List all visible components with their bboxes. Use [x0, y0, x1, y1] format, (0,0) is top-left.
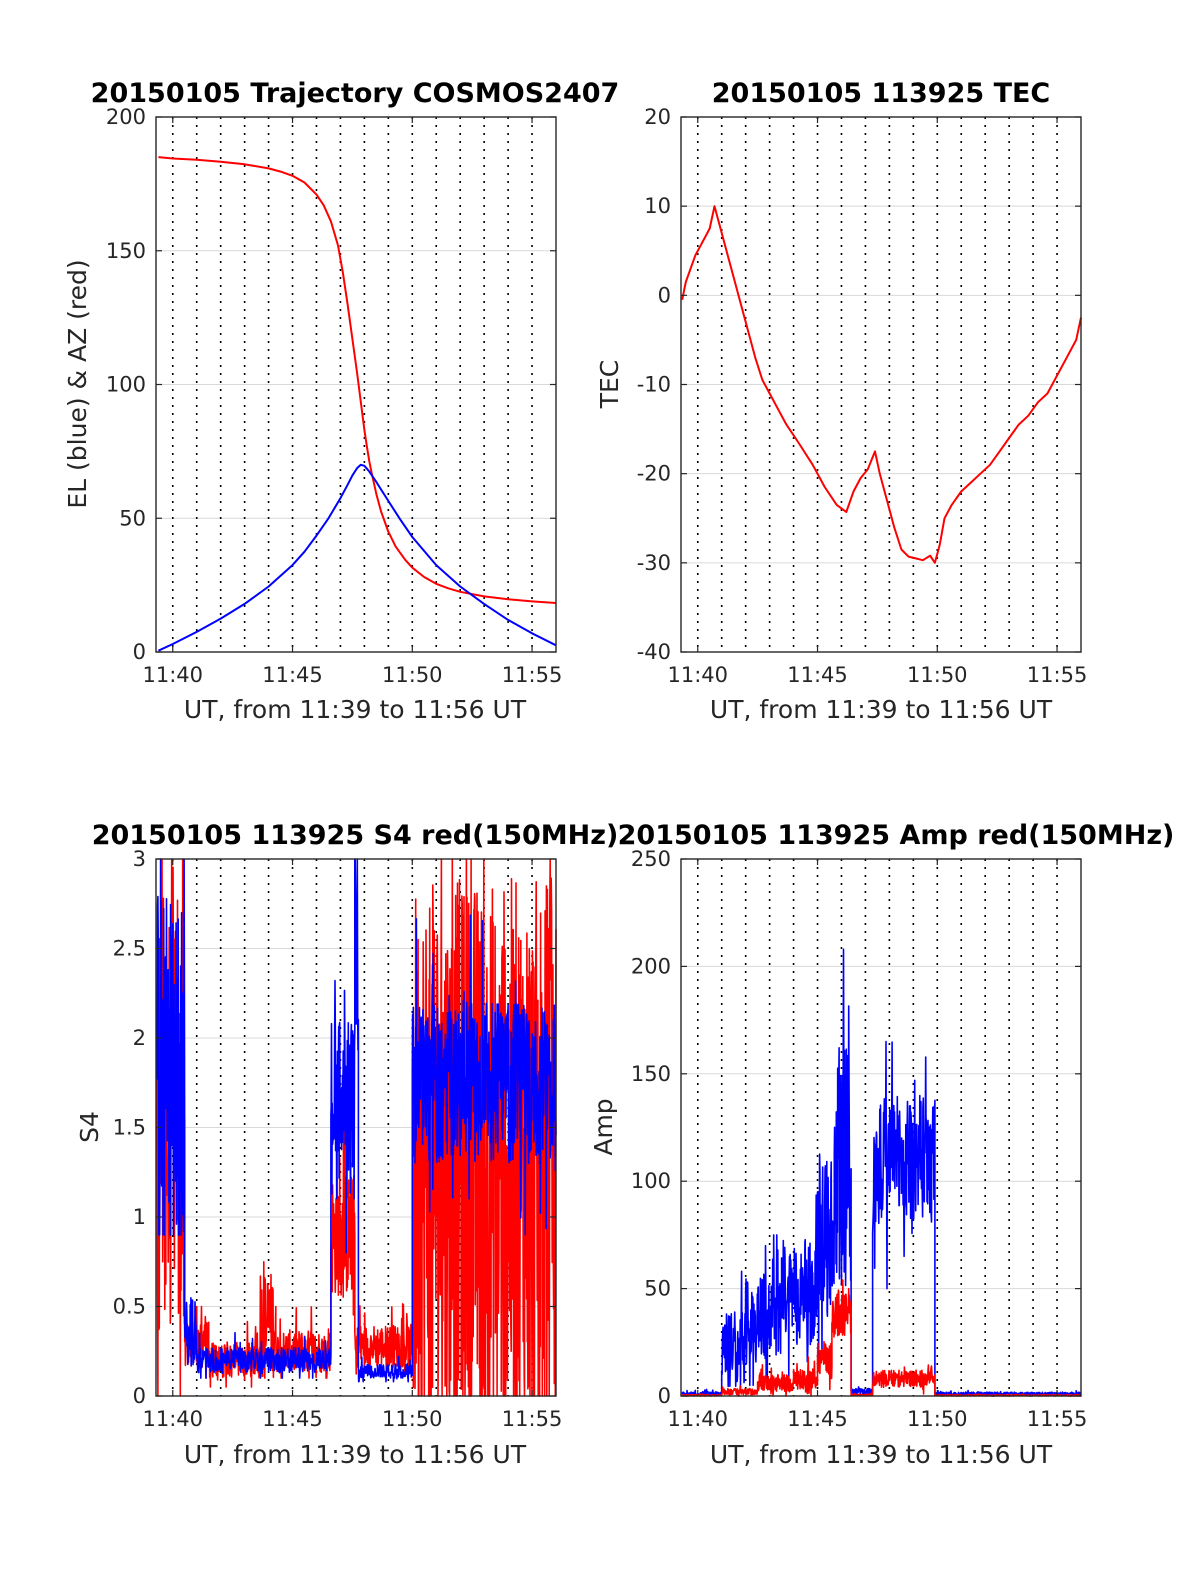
x-tick-label: 11:45: [262, 1407, 323, 1431]
x-tick-label: 11:40: [668, 663, 729, 687]
y-tick-label: 200: [106, 105, 146, 129]
x-tick-label: 11:45: [262, 663, 323, 687]
series-line-s4-red: [156, 858, 557, 1397]
series-line-el: [157, 463, 557, 652]
y-axis-label: TEC: [595, 360, 624, 410]
y-tick-label: 50: [644, 1277, 671, 1301]
y-tick-label: 2: [133, 1026, 146, 1050]
x-tick-label: 11:55: [502, 663, 563, 687]
y-tick-label: 250: [631, 847, 671, 871]
y-tick-label: 10: [644, 194, 671, 218]
panel-title: 20150105 113925 S4 red(150MHz): [92, 820, 619, 851]
x-tick-label: 11:55: [1027, 1407, 1088, 1431]
y-tick-label: 150: [631, 1062, 671, 1086]
y-tick-label: -10: [637, 373, 671, 397]
y-tick-label: 0: [658, 283, 671, 307]
x-tick-label: 11:50: [382, 1407, 443, 1431]
panel-trajectory: 20150105 Trajectory COSMOS2407 0 50 100 150…: [63, 78, 619, 724]
y-tick-label: 200: [631, 954, 671, 978]
y-tick-label: 0.5: [113, 1295, 146, 1319]
axes-frame: [680, 858, 1082, 1397]
y-axis-label: Amp: [589, 1098, 618, 1155]
panel-title: 20150105 113925 TEC: [712, 78, 1051, 109]
x-tick-label: 11:55: [502, 1407, 563, 1431]
x-axis-label: UT, from 11:39 to 11:56 UT: [184, 1440, 527, 1469]
y-tick-label: 50: [119, 506, 146, 530]
series-line-tec: [681, 205, 1082, 564]
y-tick-label: -20: [637, 462, 671, 486]
x-tick-label: 11:45: [787, 1407, 848, 1431]
x-axis-label: UT, from 11:39 to 11:56 UT: [184, 695, 527, 724]
y-tick-label: 0: [133, 640, 146, 664]
panel-tec: 20150105 113925 TEC -40 -30 -20 -10 0 10 20 11:…: [595, 78, 1087, 724]
panel-title: 20150105 Trajectory COSMOS2407: [91, 78, 620, 109]
y-axis-label: S4: [75, 1111, 104, 1143]
x-tick-label: 11:50: [907, 663, 968, 687]
y-tick-label: -40: [637, 640, 671, 664]
x-axis-label: UT, from 11:39 to 11:56 UT: [710, 1440, 1053, 1469]
y-tick-label: 20: [644, 105, 671, 129]
x-axis-label: UT, from 11:39 to 11:56 UT: [710, 695, 1053, 724]
series-line-amp-blue: [681, 948, 1082, 1397]
y-tick-label: 100: [106, 373, 146, 397]
x-tick-label: 11:40: [668, 1407, 729, 1431]
panel-s4: 20150105 113925 S4 red(150MHz) 0 0.5 1 1.5 2…: [75, 820, 618, 1469]
x-tick-label: 11:50: [907, 1407, 968, 1431]
y-tick-label: 150: [106, 239, 146, 263]
y-tick-label: 1: [133, 1205, 146, 1229]
panel-amp: 20150105 113925 Amp red(150MHz) 0 50 100 15…: [589, 820, 1174, 1469]
panel-title: 20150105 113925 Amp red(150MHz): [618, 820, 1175, 851]
y-tick-label: 0: [658, 1384, 671, 1408]
y-tick-label: -30: [637, 551, 671, 575]
x-tick-label: 11:55: [1027, 663, 1088, 687]
x-tick-label: 11:50: [382, 663, 443, 687]
y-tick-label: 3: [133, 847, 146, 871]
y-tick-label: 100: [631, 1169, 671, 1193]
y-tick-label: 1.5: [113, 1116, 146, 1140]
x-tick-label: 11:45: [787, 663, 848, 687]
series-line-az: [158, 156, 557, 604]
y-axis-label: EL (blue) & AZ (red): [63, 259, 92, 508]
x-tick-label: 11:40: [143, 663, 204, 687]
series-line-s4-blue: [156, 858, 557, 1383]
y-tick-label: 0: [133, 1384, 146, 1408]
x-tick-label: 11:40: [143, 1407, 204, 1431]
y-tick-label: 2.5: [113, 937, 146, 961]
